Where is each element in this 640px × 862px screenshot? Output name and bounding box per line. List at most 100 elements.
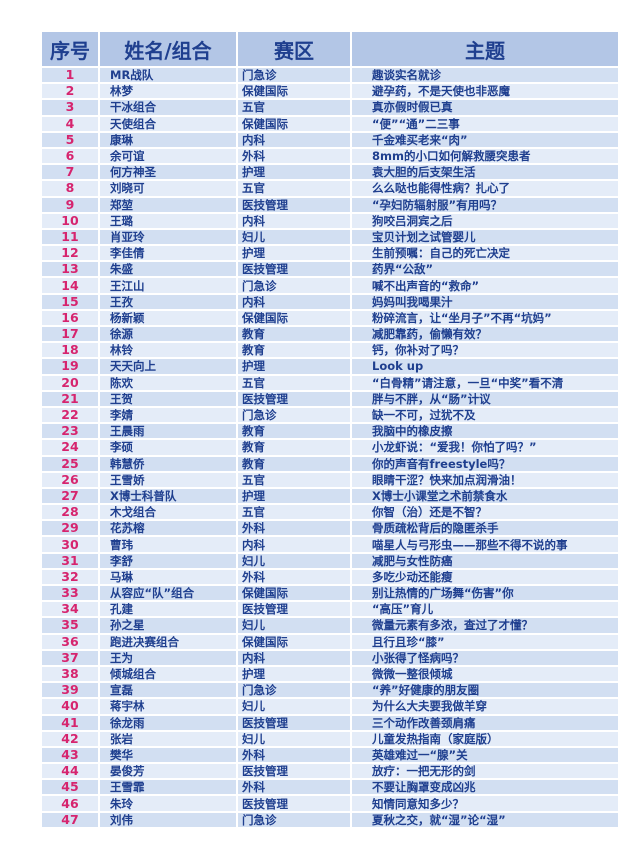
table-row: 46 朱玲 医技管理 知情同意知多少？ [42,796,618,811]
division-cell: 五官 [238,505,350,520]
row-number: 12 [42,246,98,261]
topic-cell: 骨质疏松背后的隐匿杀手 [352,521,618,536]
division-cell: 五官 [238,375,350,390]
topic-cell: 别让热情的广场舞“伤害”你 [352,586,618,601]
division-cell: 保健国际 [238,634,350,649]
table-row: 45 王雪霏 外科 不要让胸罩变成凶兆 [42,780,618,795]
row-number: 4 [42,116,98,131]
table-row: 25 韩慧侨 教育 你的声音有freestyle吗？ [42,456,618,471]
row-number: 40 [42,699,98,714]
row-number: 16 [42,310,98,325]
division-cell: 护理 [238,666,350,682]
row-number: 17 [42,327,98,342]
contestant-name: 孙之星 [100,618,236,633]
table-row: 9 郑堃 医技管理 “孕妇防辐射服”有用吗？ [42,197,618,212]
table-row: 2 林梦 保健国际 避孕药，不是天使也非恶魔 [42,84,618,99]
contestant-name: 晏俊芳 [100,764,236,779]
contestant-name: 徐源 [100,327,236,342]
contestant-table: 序号 姓名/组合 赛区 主题 1 MR战队 门急诊 趣谈实名就诊 2 林梦 保健国际 避孕药，… [40,30,620,829]
topic-cell: 药界“公敌” [352,262,618,277]
contestant-name: 朱玲 [100,796,236,811]
row-number: 32 [42,569,98,584]
table-row: 4 天使组合 保健国际 “便”“通”二三事 [42,116,618,131]
table-row: 43 樊华 外科 英雄难过一“腺”关 [42,747,618,763]
contestant-name: 康琳 [100,132,236,147]
row-number: 25 [42,456,98,471]
row-number: 9 [42,197,98,212]
division-cell: 内科 [238,294,350,309]
topic-cell: 千金难买老来“肉” [352,132,618,147]
row-number: 24 [42,440,98,455]
contestant-name: 韩慧侨 [100,456,236,471]
topic-cell: 喊不出声音的“救命” [352,278,618,293]
division-cell: 护理 [238,246,350,261]
row-number: 3 [42,100,98,115]
row-number: 7 [42,165,98,180]
division-cell: 教育 [238,424,350,439]
topic-cell: 不要让胸罩变成凶兆 [352,780,618,795]
contestant-name: 杨新颖 [100,310,236,325]
topic-cell: 避孕药，不是天使也非恶魔 [352,84,618,99]
table-row: 37 王为 内科 小张得了怪病吗？ [42,650,618,665]
table-row: 17 徐源 教育 减肥靠药，偷懒有效？ [42,327,618,342]
division-cell: 外科 [238,569,350,584]
contestant-name: 宣磊 [100,683,236,698]
contestant-name: 王璐 [100,213,236,228]
division-cell: 教育 [238,456,350,471]
row-number: 6 [42,148,98,164]
topic-cell: 小张得了怪病吗？ [352,650,618,665]
table-row: 35 孙之星 妇儿 微量元素有多浓，查过了才懂？ [42,618,618,633]
division-cell: 妇儿 [238,553,350,568]
division-cell: 门急诊 [238,278,350,293]
contestant-name: 刘晓可 [100,181,236,196]
contestant-name: 樊华 [100,747,236,763]
contestant-name: 刘伟 [100,812,236,827]
topic-cell: 儿童发热指南（家庭版） [352,731,618,746]
contestant-name: 干冰组合 [100,100,236,115]
contestant-name: 跑进决赛组合 [100,634,236,649]
topic-cell: 胖与不胖，从“肠”计议 [352,391,618,406]
topic-cell: 减肥与女性防癌 [352,553,618,568]
table-row: 12 李佳倩 护理 生前预嘱：自己的死亡决定 [42,246,618,261]
division-cell: 妇儿 [238,699,350,714]
contestant-name: 从容应“队”组合 [100,586,236,601]
division-cell: 保健国际 [238,116,350,131]
row-number: 42 [42,731,98,746]
row-number: 37 [42,650,98,665]
topic-cell: 趣谈实名就诊 [352,68,618,83]
table-row: 15 王孜 内科 妈妈叫我喝果汁 [42,294,618,309]
division-cell: 医技管理 [238,262,350,277]
header-name: 姓名/组合 [100,32,236,66]
topic-cell: 且行且珍“膝” [352,634,618,649]
contestant-name: 木戈组合 [100,505,236,520]
division-cell: 医技管理 [238,764,350,779]
division-cell: 五官 [238,100,350,115]
division-cell: 门急诊 [238,407,350,423]
contestant-name: 王雪霏 [100,780,236,795]
row-number: 8 [42,181,98,196]
topic-cell: “孕妇防辐射服”有用吗？ [352,197,618,212]
row-number: 35 [42,618,98,633]
division-cell: 护理 [238,165,350,180]
contestant-name: 蒋宇林 [100,699,236,714]
table-row: 42 张岩 妇儿 儿童发热指南（家庭版） [42,731,618,746]
row-number: 38 [42,666,98,682]
topic-cell: 减肥靠药，偷懒有效？ [352,327,618,342]
table-row: 22 李婧 门急诊 缺一不可，过犹不及 [42,407,618,423]
contestant-name: 马琳 [100,569,236,584]
contestant-name: MR战队 [100,68,236,83]
topic-cell: 你智（治）还是不智？ [352,505,618,520]
topic-cell: “高压”育儿 [352,602,618,617]
division-cell: 护理 [238,488,350,504]
header-topic: 主题 [352,32,618,66]
division-cell: 内科 [238,650,350,665]
topic-cell: 微微一整很倾城 [352,666,618,682]
row-number: 20 [42,375,98,390]
table-row: 36 跑进决赛组合 保健国际 且行且珍“膝” [42,634,618,649]
topic-cell: 微量元素有多浓，查过了才懂？ [352,618,618,633]
row-number: 33 [42,586,98,601]
row-number: 1 [42,68,98,83]
row-number: 36 [42,634,98,649]
topic-cell: Look up [352,359,618,374]
row-number: 47 [42,812,98,827]
